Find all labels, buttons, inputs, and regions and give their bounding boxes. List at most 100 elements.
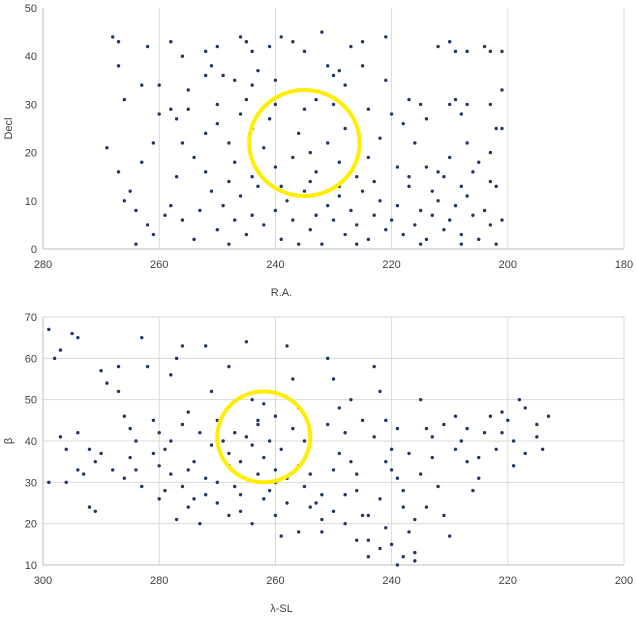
chart-2-data-point (238, 509, 243, 513)
chart-1-data-point (244, 232, 249, 237)
chart-1-data-point (488, 102, 493, 107)
chart-2-data-point (355, 488, 359, 493)
chart-2-data-point (267, 439, 272, 443)
chart-1-data-point (442, 175, 446, 179)
chart-2-data-point (320, 517, 324, 522)
chart-1-data-point (233, 218, 237, 222)
chart-1-data-point (395, 203, 400, 208)
chart-1-data-point (203, 170, 208, 174)
chart-1-data-point (482, 44, 487, 49)
chart-2-data-point (442, 422, 446, 427)
chart-2-data-point (238, 493, 243, 497)
chart-2-data-point (384, 459, 388, 464)
chart-1-data-point (355, 223, 359, 227)
chart-1-data-point (122, 97, 127, 102)
chart-1-data-point (308, 150, 312, 155)
chart-2-data-point (384, 526, 388, 530)
chart-1-data-point (169, 107, 173, 111)
chart-1-data-point (448, 40, 452, 44)
chart-1-data-point (465, 194, 469, 198)
chart-1-data-point (453, 49, 458, 54)
chart-1-data-point (308, 179, 312, 184)
chart-1-data-point (418, 102, 423, 107)
chart-2-data-point (343, 521, 347, 526)
chart-1-data-point (494, 184, 498, 189)
chart-2-data-point (99, 369, 103, 373)
chart-1-data-point (250, 83, 254, 87)
chart-1-x-tick-label: 280 (34, 259, 52, 271)
chart-1-data-point (465, 141, 469, 145)
chart-1-data-point (389, 218, 394, 222)
chart-1-y-tick-label: 20 (25, 148, 37, 160)
chart-1-data-point (122, 199, 127, 203)
chart-1-data-point (221, 203, 225, 208)
chart-1-data-point (384, 35, 388, 39)
chart-2-data-point (325, 422, 330, 427)
chart-1-y-tick-label: 0 (31, 244, 37, 256)
chart-2-data-point (267, 488, 272, 493)
chart-2-data-point (163, 447, 167, 451)
chart-2-data-point (273, 513, 278, 518)
chart-1-y-tick-label: 50 (25, 3, 37, 15)
chart-2-data-point (482, 431, 487, 435)
chart-1-highlight-circle (247, 87, 362, 198)
chart-2-data-point (378, 497, 382, 501)
chart-2-data-point (203, 344, 208, 348)
chart-1-data-point (430, 213, 434, 217)
chart-1-data-point (192, 155, 196, 160)
chart-1-data-point (209, 64, 214, 68)
chart-1-data-point (314, 97, 318, 102)
chart-2-data-point (262, 455, 266, 460)
chart-1-data-point (325, 141, 330, 145)
chart-1-data-point (471, 170, 475, 174)
chart-2-data-point (198, 521, 202, 526)
chart-1-data-point (343, 83, 347, 87)
chart-1-data-point (378, 199, 382, 203)
chart-1-data-point (488, 223, 493, 227)
chart-1-x-tick-label: 240 (266, 259, 284, 271)
chart-1-data-point (134, 208, 138, 213)
chart-2-data-point (413, 550, 417, 555)
chart-1-data-point (215, 102, 219, 107)
chart-2-data-point (500, 431, 504, 435)
chart-1-data-point (500, 49, 504, 54)
chart-2-data-point (215, 501, 219, 505)
chart-1-data-point (465, 49, 469, 54)
chart-1-data-point (238, 194, 243, 198)
chart-2-data-point (192, 459, 196, 464)
chart-1-data-point (366, 155, 371, 160)
chart-1-data-point (215, 121, 219, 126)
chart-2-data-point (349, 459, 353, 464)
chart-2-x-tick-label: 260 (266, 575, 284, 587)
chart-2-data-point (384, 418, 388, 423)
chart-2-data-point (151, 451, 156, 456)
chart-2-data-point (174, 517, 179, 522)
chart-2-data-point (331, 509, 336, 513)
chart-1-data-point (273, 78, 278, 83)
chart-1-data-point (442, 228, 446, 232)
chart-2-data-point (64, 447, 68, 451)
chart-1-data-point (477, 160, 481, 164)
chart-1-data-point (355, 242, 359, 246)
chart-2-data-point (58, 435, 63, 439)
chart-2-y-tick-label: 50 (25, 395, 37, 407)
chart-2-data-point (535, 435, 539, 439)
chart-1-data-point (448, 218, 452, 222)
chart-2-y-axis-title: β (3, 438, 15, 444)
chart-1-data-point (203, 73, 208, 78)
chart-1-data-point (198, 208, 202, 213)
chart-1-data-point (134, 242, 138, 246)
chart-1-data-point (203, 49, 208, 54)
chart-1-data-point (459, 112, 464, 116)
chart-2-data-point (151, 418, 156, 423)
chart-2-data-point (413, 517, 417, 522)
chart-1-data-point (343, 232, 347, 237)
chart-2-data-point (192, 497, 196, 501)
chart-2-data-point (227, 364, 231, 369)
chart-2-highlight-circle (215, 389, 313, 485)
chart-1-x-tick-label: 200 (499, 259, 517, 271)
chart-2-data-point (418, 472, 423, 476)
chart-1-data-point (256, 184, 260, 189)
chart-1-data-point (267, 117, 272, 121)
chart-2-data-point (395, 426, 400, 431)
